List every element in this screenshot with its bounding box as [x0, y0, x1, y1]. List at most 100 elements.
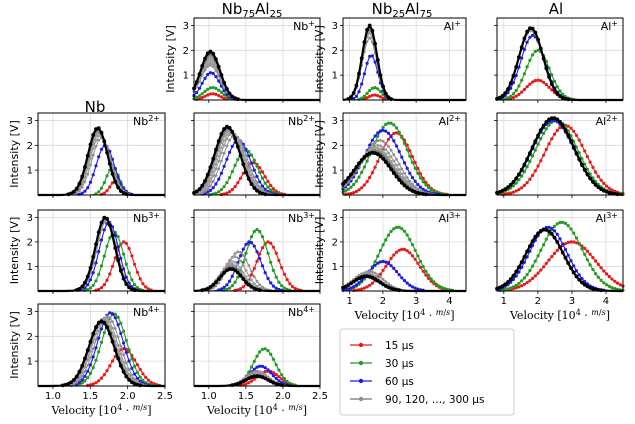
series-marker [99, 319, 104, 324]
series-marker [244, 147, 248, 151]
series-marker [585, 167, 590, 171]
series-marker [381, 156, 385, 161]
series-marker [219, 171, 223, 175]
series-marker [552, 87, 557, 92]
series-marker [241, 264, 245, 267]
series-marker [574, 241, 579, 245]
panel-frame [342, 209, 467, 292]
series-marker [506, 287, 510, 291]
series-marker [257, 288, 262, 293]
series-marker [574, 133, 579, 137]
series-marker [244, 170, 248, 175]
series-marker [583, 246, 587, 250]
series-marker [405, 148, 409, 152]
series-marker [97, 272, 101, 276]
series-marker [249, 273, 254, 277]
series-marker [116, 343, 120, 347]
series-marker [209, 180, 212, 184]
series-marker [99, 376, 104, 380]
series-marker [105, 150, 109, 155]
series-marker [533, 139, 538, 144]
series-marker [376, 261, 380, 265]
series-marker [108, 364, 112, 368]
series-marker [593, 182, 598, 187]
series-marker [368, 146, 372, 150]
series-marker [94, 325, 98, 330]
series-marker [376, 134, 380, 138]
series-marker [563, 242, 568, 246]
series-marker [236, 181, 240, 185]
series-marker [241, 277, 246, 281]
series-marker [520, 78, 524, 82]
series-marker [274, 376, 278, 380]
series-marker [522, 47, 527, 52]
series-marker [394, 126, 399, 130]
series-marker [424, 269, 428, 273]
series-marker [208, 285, 213, 289]
series-marker [514, 274, 518, 278]
series-marker [203, 179, 207, 183]
title-base: Nb [85, 98, 106, 116]
series-marker [91, 331, 96, 336]
series-marker [86, 369, 90, 373]
series-marker [346, 176, 351, 180]
series-marker [574, 269, 579, 273]
series-marker [263, 376, 268, 381]
series-marker [544, 261, 548, 265]
series-marker [203, 89, 207, 93]
series-marker [122, 240, 126, 244]
series-marker [130, 278, 134, 282]
series-marker [206, 93, 210, 97]
series-marker [522, 183, 527, 187]
series-marker [547, 75, 551, 79]
series-marker [519, 45, 524, 50]
series-marker [386, 137, 391, 141]
series-marker [97, 190, 101, 194]
series-marker [354, 165, 359, 169]
series-marker [517, 172, 521, 177]
series-marker [550, 226, 554, 230]
series-marker [373, 41, 377, 46]
series-marker [572, 231, 576, 235]
panel-al-1: Al+ [494, 17, 624, 103]
series-marker [127, 246, 131, 251]
series-marker [116, 235, 120, 239]
column-title-nb25al75: Nb25Al75 [372, 0, 433, 20]
series-marker [511, 96, 515, 100]
title-base: Nb [372, 0, 393, 18]
series-marker [228, 150, 232, 154]
series-marker [138, 367, 142, 372]
series-marker [255, 365, 259, 369]
ion-label: Al3+ [439, 211, 461, 225]
series-marker [352, 182, 356, 187]
series-marker [569, 259, 573, 263]
series-marker [392, 227, 396, 231]
series-marker [370, 171, 374, 175]
series-marker [569, 266, 573, 270]
series-marker [271, 357, 275, 361]
series-marker [418, 185, 423, 189]
series-marker [411, 182, 414, 186]
series-marker [400, 135, 404, 140]
series-marker [511, 285, 515, 289]
series-marker [365, 96, 369, 100]
series-marker [588, 263, 592, 267]
series-marker [533, 79, 537, 83]
series-marker [214, 74, 218, 79]
series-marker [119, 331, 123, 335]
series-marker [360, 278, 364, 282]
series-marker [216, 277, 221, 281]
series-marker [247, 370, 251, 374]
series-marker [539, 79, 543, 83]
ion-label: Nb4+ [288, 305, 315, 319]
series-marker [596, 185, 601, 190]
series-marker [122, 267, 126, 271]
series-marker [408, 149, 412, 153]
series-marker [435, 282, 439, 286]
series-marker [132, 288, 137, 293]
series-marker [217, 88, 221, 92]
series-marker [127, 271, 131, 275]
series-marker [113, 312, 117, 316]
x-tick-label: 1.5 [238, 391, 254, 402]
series-marker [105, 278, 109, 282]
